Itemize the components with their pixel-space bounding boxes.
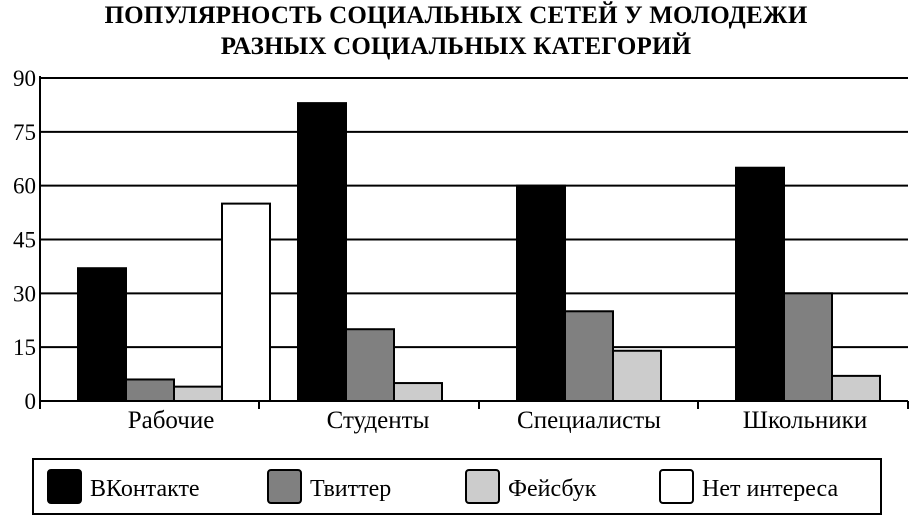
bar-2-3 <box>564 310 614 402</box>
category-label: Школьники <box>743 407 867 434</box>
bar-1-2 <box>297 102 347 402</box>
bar-4-1 <box>221 202 271 402</box>
y-tick-label: 60 <box>13 174 36 199</box>
category-label: Специалисты <box>517 407 661 434</box>
bar-1-4 <box>735 166 785 402</box>
chart-title-line-2: РАЗНЫХ СОЦИАЛЬНЫХ КАТЕГОРИЙ <box>220 33 692 60</box>
bar-2-1 <box>125 378 175 403</box>
legend-box <box>32 458 882 515</box>
bar-2-4 <box>783 292 833 403</box>
y-tick-label: 15 <box>13 335 36 360</box>
legend-swatch <box>465 469 500 504</box>
bar-3-2 <box>393 382 443 402</box>
legend-swatch <box>47 469 82 504</box>
legend-swatch <box>267 469 302 504</box>
y-tick-labels: 0 15 30 45 60 75 90 <box>13 66 36 414</box>
legend-swatch <box>659 469 694 504</box>
y-tick-label: 90 <box>13 66 36 91</box>
legend-label: Нет интереса <box>702 476 838 502</box>
y-tick-label: 30 <box>13 281 36 306</box>
bar-2-2 <box>345 328 395 403</box>
y-tick-label: 45 <box>13 228 36 253</box>
category-label: Рабочие <box>128 407 215 434</box>
bars <box>77 102 881 403</box>
chart-title: ПОПУЛЯРНОСТЬ СОЦИАЛЬНЫХ СЕТЕЙ У МОЛОДЕЖИ… <box>0 0 912 62</box>
category-labels: Рабочие Студенты Специалисты Школьники <box>128 407 868 434</box>
y-tick-label: 75 <box>13 120 36 145</box>
legend-label: Фейсбук <box>508 476 597 502</box>
chart-title-line-1: ПОПУЛЯРНОСТЬ СОЦИАЛЬНЫХ СЕТЕЙ У МОЛОДЕЖИ <box>104 2 808 29</box>
legend-label: ВКонтакте <box>90 476 200 502</box>
category-label: Студенты <box>327 407 430 434</box>
legend: ВКонтакте Твиттер Фейсбук Нет интереса <box>32 458 882 515</box>
bar-3-3 <box>612 349 662 402</box>
axes <box>39 76 909 409</box>
bar-3-1 <box>173 385 223 402</box>
bar-1-3 <box>516 184 566 402</box>
bar-3-4 <box>831 374 881 402</box>
y-tick-label: 0 <box>25 389 37 414</box>
bar-1-1 <box>77 267 127 403</box>
legend-label: Твиттер <box>310 476 391 502</box>
